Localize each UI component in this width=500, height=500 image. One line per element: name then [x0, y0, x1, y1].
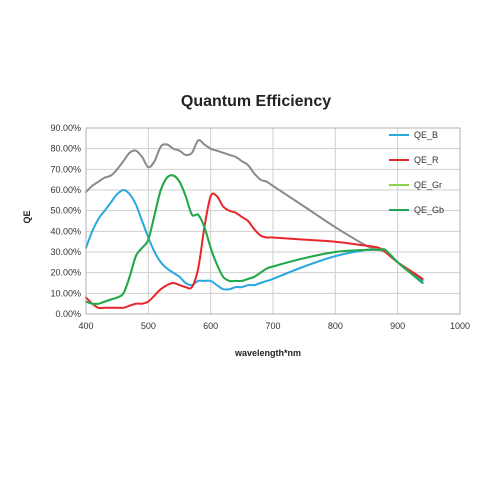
x-tick-label: 600 [203, 321, 218, 331]
legend-label-qe-r: QE_R [414, 155, 439, 165]
plot-area-border [85, 127, 461, 315]
legend-label-qe-gb: QE_Gb [414, 205, 444, 215]
x-tick-label: 400 [78, 321, 93, 331]
series-line-qe-gb [85, 174, 424, 305]
y-axis-label: QE [22, 210, 32, 223]
legend-label-qe-b: QE_B [414, 130, 438, 140]
y-tick-label: 20.00% [50, 268, 81, 278]
y-tick-label: 10.00% [50, 288, 81, 298]
y-tick-label: 40.00% [50, 226, 81, 236]
y-tick-label: 70.00% [50, 164, 81, 174]
y-tick-label: 90.00% [50, 123, 81, 133]
tick-labels: 0.00% 10.00% 20.00% 30.00% 40.00% 50.00% 60.00… [50, 123, 470, 331]
x-tick-label: 700 [265, 321, 280, 331]
y-tick-label: 30.00% [50, 247, 81, 257]
chart-title: Quantum Efficiency [181, 93, 331, 110]
y-tick-label: 60.00% [50, 185, 81, 195]
series-line-qe-b [85, 189, 424, 291]
y-tick-label: 0.00% [55, 309, 81, 319]
x-tick-label: 500 [141, 321, 156, 331]
series-lines [85, 139, 424, 310]
x-tick-label: 800 [328, 321, 343, 331]
x-tick-label: 1000 [450, 321, 470, 331]
x-tick-label: 900 [390, 321, 405, 331]
series-line-unlabeled [85, 139, 424, 280]
y-tick-label: 80.00% [50, 144, 81, 154]
y-tick-label: 50.00% [50, 206, 81, 216]
x-axis-label: wavelength*nm [234, 348, 301, 358]
legend: QE_B QE_R QE_Gr QE_Gb [389, 130, 444, 215]
legend-label-qe-gr: QE_Gr [414, 180, 442, 190]
